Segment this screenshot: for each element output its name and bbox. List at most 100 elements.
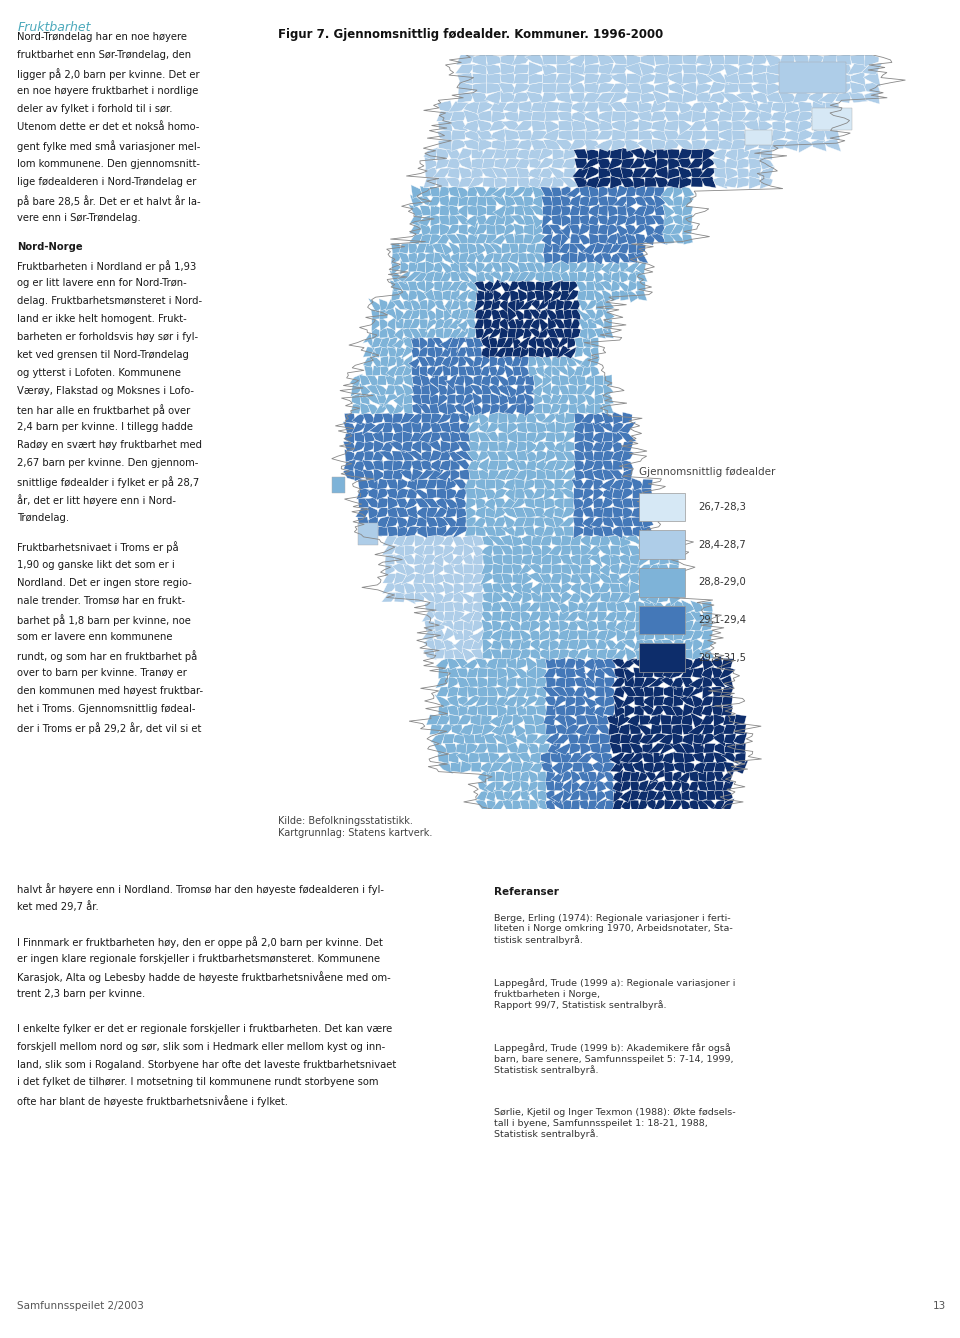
Polygon shape xyxy=(345,431,355,443)
Polygon shape xyxy=(455,516,467,527)
Polygon shape xyxy=(609,470,627,479)
Polygon shape xyxy=(523,234,534,244)
Polygon shape xyxy=(625,214,637,226)
Text: Berge, Erling (1974): Regionale variasjoner i ferti-
liteten i Norge omkring 197: Berge, Erling (1974): Regionale variasjo… xyxy=(494,914,733,945)
Polygon shape xyxy=(607,601,617,613)
Polygon shape xyxy=(504,789,513,801)
Polygon shape xyxy=(608,102,630,111)
Polygon shape xyxy=(682,714,693,725)
Polygon shape xyxy=(637,799,650,811)
Polygon shape xyxy=(571,110,586,123)
Polygon shape xyxy=(474,744,491,753)
Polygon shape xyxy=(498,308,510,320)
Polygon shape xyxy=(673,197,684,206)
Polygon shape xyxy=(415,498,430,508)
Polygon shape xyxy=(723,761,737,772)
Polygon shape xyxy=(737,177,750,189)
Polygon shape xyxy=(568,375,578,387)
Polygon shape xyxy=(572,763,584,772)
Polygon shape xyxy=(574,347,584,357)
Polygon shape xyxy=(526,705,537,716)
Text: 1,90 og ganske likt det som er i: 1,90 og ganske likt det som er i xyxy=(17,559,175,570)
Polygon shape xyxy=(473,601,483,613)
Polygon shape xyxy=(429,431,443,443)
Polygon shape xyxy=(490,356,497,368)
Polygon shape xyxy=(562,779,573,793)
Polygon shape xyxy=(535,479,544,488)
Polygon shape xyxy=(578,590,593,603)
Polygon shape xyxy=(525,450,539,462)
Polygon shape xyxy=(475,496,487,510)
Polygon shape xyxy=(411,185,422,198)
Polygon shape xyxy=(602,404,613,413)
Polygon shape xyxy=(434,253,443,264)
Polygon shape xyxy=(382,574,397,583)
Polygon shape xyxy=(451,723,463,736)
Polygon shape xyxy=(611,281,621,292)
Polygon shape xyxy=(502,337,516,348)
Polygon shape xyxy=(593,657,607,669)
Polygon shape xyxy=(654,657,664,669)
Polygon shape xyxy=(495,696,509,706)
Polygon shape xyxy=(518,336,531,351)
Polygon shape xyxy=(526,91,545,103)
Polygon shape xyxy=(573,149,589,159)
Polygon shape xyxy=(564,421,576,434)
Polygon shape xyxy=(630,147,649,161)
Polygon shape xyxy=(401,440,413,452)
Polygon shape xyxy=(654,63,670,75)
Polygon shape xyxy=(688,780,700,792)
Polygon shape xyxy=(534,431,549,443)
Polygon shape xyxy=(411,487,433,499)
Polygon shape xyxy=(432,582,446,594)
Polygon shape xyxy=(352,450,367,462)
Polygon shape xyxy=(421,535,437,546)
Polygon shape xyxy=(549,393,562,404)
Polygon shape xyxy=(384,306,399,322)
Polygon shape xyxy=(402,318,413,329)
Polygon shape xyxy=(371,337,383,348)
Polygon shape xyxy=(551,177,564,187)
Polygon shape xyxy=(606,648,617,660)
Polygon shape xyxy=(481,630,493,640)
Polygon shape xyxy=(548,593,564,602)
Polygon shape xyxy=(522,214,535,226)
Polygon shape xyxy=(542,128,561,142)
Polygon shape xyxy=(639,714,651,725)
Polygon shape xyxy=(492,563,503,574)
Polygon shape xyxy=(420,309,428,320)
Polygon shape xyxy=(732,760,748,773)
Polygon shape xyxy=(515,488,525,499)
Polygon shape xyxy=(558,102,573,112)
Polygon shape xyxy=(692,110,706,123)
Polygon shape xyxy=(497,421,509,434)
Text: der i Troms er på 29,2 år, det vil si et: der i Troms er på 29,2 år, det vil si et xyxy=(17,723,202,735)
Polygon shape xyxy=(491,317,501,330)
Polygon shape xyxy=(544,308,559,321)
Polygon shape xyxy=(629,581,640,595)
Polygon shape xyxy=(620,780,633,792)
Polygon shape xyxy=(538,316,550,332)
Polygon shape xyxy=(631,478,644,491)
Polygon shape xyxy=(561,488,578,499)
Polygon shape xyxy=(682,610,695,622)
Polygon shape xyxy=(765,72,782,84)
Polygon shape xyxy=(548,545,564,555)
Polygon shape xyxy=(702,155,715,171)
Polygon shape xyxy=(714,791,725,800)
Polygon shape xyxy=(633,488,642,499)
Polygon shape xyxy=(434,543,444,557)
Polygon shape xyxy=(478,458,490,472)
Polygon shape xyxy=(612,411,623,424)
Polygon shape xyxy=(603,771,616,781)
Polygon shape xyxy=(622,516,633,527)
Polygon shape xyxy=(823,110,841,123)
Polygon shape xyxy=(609,167,623,178)
Polygon shape xyxy=(616,253,633,262)
Polygon shape xyxy=(536,724,546,736)
Polygon shape xyxy=(651,233,667,245)
Polygon shape xyxy=(589,225,599,234)
Polygon shape xyxy=(658,535,671,546)
Polygon shape xyxy=(793,74,810,84)
Polygon shape xyxy=(763,54,784,67)
